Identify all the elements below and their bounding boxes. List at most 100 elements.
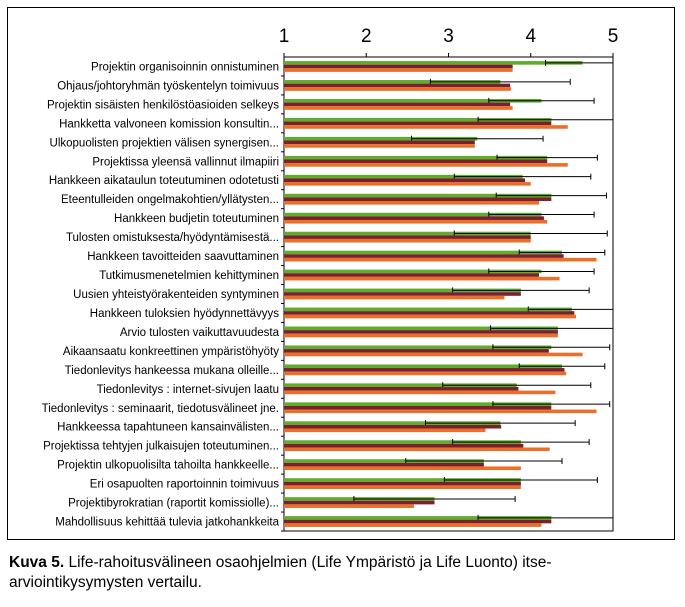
bar-series-2 [284,83,511,88]
bar-series-3 [284,371,567,376]
bar-series-1 [284,364,563,369]
category-label: Hankkeen tavoitteiden saavuttaminen [87,251,279,263]
category-label: Eteentulleiden ongelmakohtien/yllätysten… [61,194,279,206]
bar-series-3 [284,485,521,489]
category-label: Tutkimusmenetelmien kehittyminen [99,270,279,282]
bar-series-1 [284,440,521,444]
caption-label: Kuva 5. [9,554,65,571]
bar-series-1 [284,307,572,312]
bar-series-2 [284,273,539,277]
bar-series-1 [284,383,517,387]
bar-series-1 [284,459,484,463]
bar-series-2 [284,481,521,486]
category-label: Projektin organisoinnin onnistuminen [91,61,279,73]
bar-series-2 [284,330,558,334]
category-label: Tiedonlevitys : internet-sivujen laatu [97,384,279,396]
bar-series-2 [284,349,549,353]
bar-series-1 [284,155,548,160]
category-label: Tulosten omistuksesta/hyödyntämisestä... [66,232,279,244]
bar-series-1 [284,61,583,65]
category-label: Tiedonlevitys : seminaarit, tiedotusväli… [42,403,279,415]
bar-series-2 [284,64,513,69]
bar-series-3 [284,106,513,110]
category-label: Hankkeen aikataulun toteutuminen odotetu… [49,175,279,187]
category-label: Projektissa tehtyjen julkaisujen toteutu… [43,441,279,453]
bar-series-2 [284,292,521,296]
bar-series-2 [284,140,475,145]
bar-series-1 [284,288,521,293]
category-label: Hankkeessa tapahtuneen kansainvälisten..… [57,422,279,434]
x-tick-label: 5 [608,26,619,47]
bar-series-3 [284,125,568,129]
bar-series-3 [284,428,486,433]
chart-svg: 1 2 3 4 5 Projektin organisoinnin onnistumine… [7,7,675,540]
bar-series-3 [284,523,542,527]
bar-series-3 [284,333,558,338]
figure-caption: Kuva 5. Life-rahoitusvälineen osaohjelmi… [9,553,677,593]
bar-series-1 [284,345,552,350]
bar-series-3 [284,257,597,262]
category-label: Arvio tulosten vaikuttavuudesta [120,327,280,339]
bar-series-2 [284,462,484,467]
bar-series-3 [284,276,560,281]
chart-area: 1 2 3 4 5 Projektin organisoinnin onnistumine… [7,7,675,540]
bar-series-1 [284,402,552,406]
bar-series-2 [284,405,552,410]
bar-series-2 [284,178,525,183]
bar-series-1 [284,80,501,84]
category-label: Mahdollisuus kehittää tulevia jatkohankk… [55,517,279,529]
bar-series-1 [284,136,478,141]
bar-series-3 [284,87,512,91]
bar-series-3 [284,295,505,300]
bar-series-1 [284,250,563,255]
bar-series-2 [284,424,502,429]
bar-series-3 [284,182,531,186]
category-label: Hankkeen tuloksien hyödynnettävyys [90,308,279,320]
bar-series-3 [284,144,475,148]
category-label: Uusien yhteistyörakenteiden syntyminen [73,289,279,301]
bar-series-2 [284,235,531,239]
x-tick-label: 2 [361,26,372,47]
bar-series-3 [284,314,576,319]
bar-series-1 [284,516,552,520]
bar-series-2 [284,443,524,448]
category-label: Projektissa yleensä vallinnut ilmapiiri [92,156,279,168]
category-label: Projektin sisäisten henkilöstöasioiden s… [47,99,279,111]
bar-series-3 [284,447,550,452]
bar-series-1 [284,212,542,217]
bar-series-1 [284,478,521,482]
bar-series-3 [284,390,556,395]
bar-series-3 [284,219,548,224]
x-tick-label: 1 [279,26,290,47]
bar-series-2 [284,387,519,391]
bar-series-1 [284,421,501,425]
bar-series-1 [284,193,552,198]
bar-series-3 [284,409,597,414]
bar-series-2 [284,254,564,258]
category-label: Projektibyrokratian (raportit komissioll… [68,498,279,510]
bar-series-3 [284,504,414,508]
bar-series-1 [284,269,542,274]
bar-series-2 [284,102,511,107]
category-label: Eri osapuolten raportoinnin toimivuus [90,479,279,491]
bar-series-1 [284,231,531,236]
bar-series-3 [284,466,521,471]
caption-text: Life-rahoitusvälineen osaohjelmien (Life… [9,554,552,591]
bar-series-1 [284,99,542,103]
category-label: Ohjaus/johtoryhmän työskentelyn toimivuu… [57,80,279,92]
category-label: Ulkopuolisten projektien välisen synergi… [50,137,279,149]
category-label: Hankketta valvoneen komission konsultin.… [59,118,279,130]
bar-series-1 [284,174,523,179]
category-label: Projektin ulkopuolisilta tahoilta hankke… [57,460,279,472]
bar-series-3 [284,163,568,167]
bar-series-2 [284,368,565,372]
category-label: Aikaansaatu konkreettinen ympäristöhyöty [63,346,279,358]
bar-series-2 [284,197,552,201]
x-tick-label: 3 [443,26,454,47]
bar-series-1 [284,117,552,122]
bar-series-3 [284,352,583,357]
bar-series-2 [284,121,552,126]
bar-series-3 [284,238,531,243]
bar-series-2 [284,159,548,164]
category-label: Tiedonlevitys hankeessa mukana olleille.… [65,365,279,377]
